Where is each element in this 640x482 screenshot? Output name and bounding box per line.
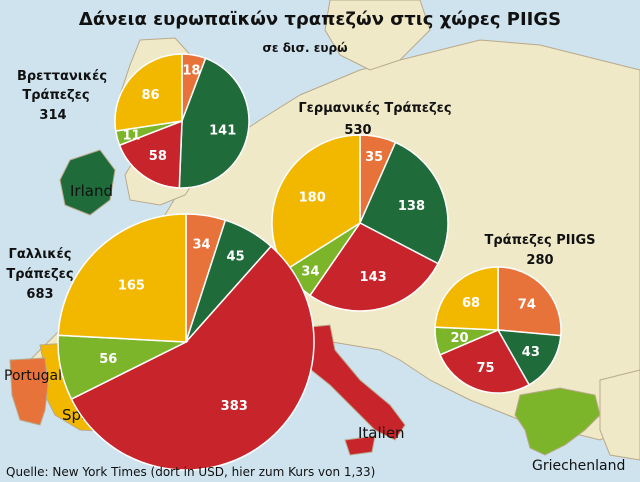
greece-shape [514, 387, 601, 456]
pie-piigs-slice-1 [496, 329, 562, 386]
pie-british-slice-1 [178, 57, 250, 189]
pie-german-value-3: 34 [301, 265, 319, 280]
pie-british-value-0: 18 [182, 64, 200, 79]
pie-title-german: Γερμανικές Τράπεζες 530 [298, 101, 451, 138]
map-label-griechenland: Griechenland [532, 458, 625, 474]
pie-german-value-2: 143 [360, 270, 387, 285]
pie-title-british-line1: Βρεττανικές [17, 69, 107, 84]
pie-piigs-value-4: 68 [462, 296, 480, 311]
pie-piigs-value-2: 75 [476, 361, 494, 376]
source-note: Quelle: New York Times (dort in USD, hie… [6, 465, 375, 479]
chart-subtitle: σε δισ. ευρώ [262, 41, 347, 55]
pie-piigs-value-3: 20 [451, 331, 469, 346]
pie-french-slice-2 [70, 245, 315, 471]
turkey-hint [599, 369, 640, 461]
pie-german-value-1: 138 [398, 199, 425, 214]
pie-british: 18 141 58 11 86 [114, 53, 250, 189]
pie-title-piigs-line1: Τράπεζες PIIGS [484, 233, 595, 248]
pie-charts: 18 141 58 11 86 35 138 143 34 180 34 45 383 56 165 74 43… [57, 53, 562, 471]
pie-title-german-total: 530 [344, 123, 371, 138]
pie-german-value-4: 180 [299, 191, 326, 206]
pie-title-french: Γαλλικές Τράπεζες 683 [6, 247, 73, 302]
pie-title-german-line1: Γερμανικές Τράπεζες [298, 101, 451, 116]
pie-title-piigs: Τράπεζες PIIGS 280 [484, 233, 595, 268]
pie-piigs: 74 43 75 20 68 [434, 266, 562, 394]
pie-french: 34 45 383 56 165 [57, 213, 315, 471]
pie-piigs-slice-0 [497, 266, 562, 337]
pie-british-value-1: 141 [209, 123, 236, 138]
pie-title-british: Βρεττανικές Τράπεζες 314 [17, 69, 107, 123]
pie-title-british-total: 314 [39, 108, 66, 123]
pie-piigs-slice-4 [434, 266, 499, 331]
sicily-shape [344, 435, 376, 456]
map-label-irland: Irland [70, 182, 113, 200]
pie-british-slice-4 [114, 53, 183, 132]
ireland-shape [59, 149, 116, 216]
pie-british-value-2: 58 [149, 149, 167, 164]
pie-french-value-3: 56 [99, 352, 117, 367]
pie-french-value-4: 165 [118, 278, 145, 293]
pie-french-value-2: 383 [221, 399, 248, 414]
pie-german-slice-1 [359, 141, 449, 265]
pie-title-french-line1: Γαλλικές [9, 247, 72, 262]
pie-french-value-0: 34 [193, 237, 211, 252]
pie-title-french-line2: Τράπεζες [6, 267, 73, 282]
pie-title-french-total: 683 [26, 287, 53, 302]
map-label-portugal: Portugal [4, 368, 62, 384]
map-label-italien: Italien [358, 424, 405, 442]
scandinavia [324, 0, 431, 71]
portugal-shape [9, 357, 49, 426]
pie-title-british-line2: Τράπεζες [22, 88, 89, 103]
pie-german: 35 138 143 34 180 [271, 134, 449, 312]
pie-british-value-4: 86 [141, 88, 159, 103]
pie-british-value-3: 11 [122, 128, 140, 143]
pie-british-slice-2 [118, 119, 183, 189]
chart-title: Δάνεια ευρωπαϊκών τραπεζών στις χώρες PI… [79, 9, 561, 30]
pie-title-piigs-total: 280 [526, 253, 553, 268]
pie-german-slice-2 [308, 222, 440, 312]
pie-piigs-value-0: 74 [518, 298, 536, 313]
pie-french-value-1: 45 [227, 249, 245, 264]
pie-german-value-0: 35 [365, 150, 383, 165]
pie-piigs-value-1: 43 [522, 345, 540, 360]
pie-french-slice-4 [57, 213, 187, 343]
